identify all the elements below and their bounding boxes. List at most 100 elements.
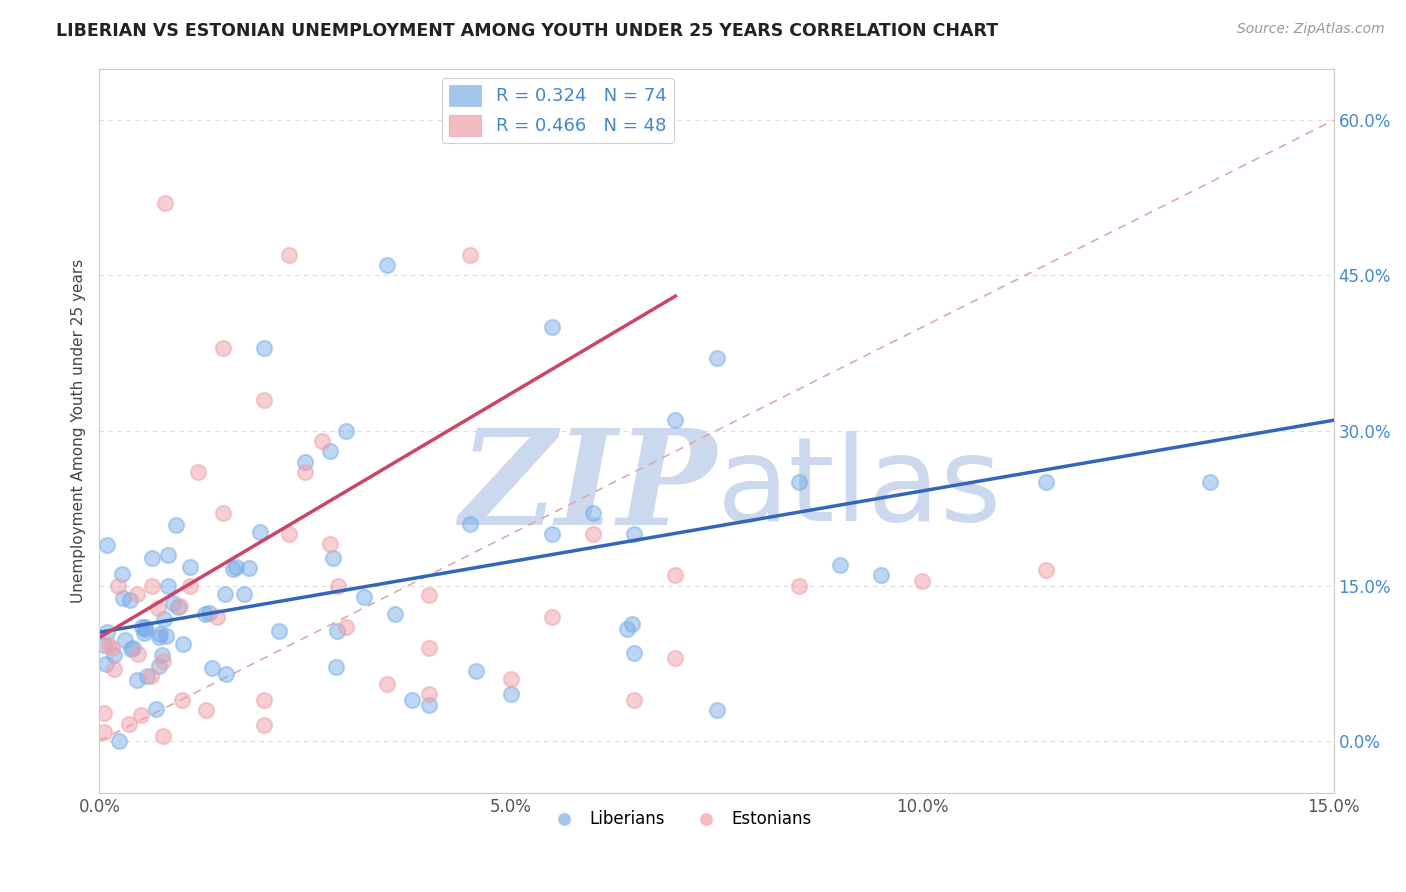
Point <box>194 607 217 622</box>
Point <box>828 558 851 572</box>
Point <box>125 587 148 601</box>
Point <box>541 527 564 541</box>
Point <box>335 620 357 634</box>
Point <box>141 551 163 566</box>
Point <box>103 662 125 676</box>
Point <box>249 524 271 539</box>
Text: ZIP: ZIP <box>460 424 717 553</box>
Point <box>111 567 134 582</box>
Point <box>253 692 276 706</box>
Point <box>127 647 149 661</box>
Point <box>582 506 605 520</box>
Point <box>325 660 347 674</box>
Point <box>156 579 179 593</box>
Point <box>499 687 522 701</box>
Point <box>233 587 256 601</box>
Point <box>129 708 152 723</box>
Point <box>277 527 299 541</box>
Legend: Liberians, Estonians: Liberians, Estonians <box>541 804 818 835</box>
Point <box>253 341 276 355</box>
Point <box>664 413 686 427</box>
Point <box>172 638 194 652</box>
Point <box>134 625 156 640</box>
Point <box>253 718 276 732</box>
Text: LIBERIAN VS ESTONIAN UNEMPLOYMENT AMONG YOUTH UNDER 25 YEARS CORRELATION CHART: LIBERIAN VS ESTONIAN UNEMPLOYMENT AMONG … <box>56 22 998 40</box>
Point <box>911 574 934 588</box>
Point <box>215 667 238 681</box>
Point <box>253 392 276 407</box>
Point <box>148 659 170 673</box>
Point <box>277 248 299 262</box>
Point <box>541 320 564 334</box>
Point <box>93 639 115 653</box>
Point <box>294 465 316 479</box>
Point <box>225 559 247 574</box>
Point <box>155 629 177 643</box>
Point <box>134 620 156 634</box>
Point <box>101 641 124 656</box>
Point <box>319 537 342 551</box>
Point <box>98 638 121 652</box>
Point <box>212 341 235 355</box>
Point <box>120 592 142 607</box>
Point <box>195 703 218 717</box>
Point <box>122 640 145 655</box>
Point <box>201 661 224 675</box>
Point <box>418 640 440 655</box>
Point <box>787 579 810 593</box>
Point <box>418 698 440 712</box>
Point <box>146 600 169 615</box>
Y-axis label: Unemployment Among Youth under 25 years: Unemployment Among Youth under 25 years <box>72 259 86 603</box>
Point <box>212 506 235 520</box>
Point <box>114 633 136 648</box>
Point <box>93 725 115 739</box>
Point <box>1199 475 1222 490</box>
Point <box>377 258 399 272</box>
Point <box>167 600 190 615</box>
Point <box>541 609 564 624</box>
Point <box>269 624 291 638</box>
Point <box>103 648 125 663</box>
Point <box>141 579 163 593</box>
Point <box>125 673 148 687</box>
Point <box>155 196 177 211</box>
Point <box>623 527 645 541</box>
Point <box>319 444 342 458</box>
Point <box>131 620 153 634</box>
Point <box>108 734 131 748</box>
Point <box>326 624 349 639</box>
Point <box>214 587 236 601</box>
Point <box>335 424 357 438</box>
Point <box>458 516 481 531</box>
Point <box>96 538 118 552</box>
Point <box>401 692 423 706</box>
Point <box>96 657 118 671</box>
Point <box>465 664 488 678</box>
Point <box>118 717 141 731</box>
Point <box>112 591 135 605</box>
Point <box>139 669 162 683</box>
Point <box>623 692 645 706</box>
Point <box>149 627 172 641</box>
Point <box>706 351 728 366</box>
Point <box>135 669 157 683</box>
Point <box>120 642 142 657</box>
Point <box>418 588 440 602</box>
Point <box>205 610 228 624</box>
Point <box>107 579 129 593</box>
Point <box>326 579 349 593</box>
Point <box>1035 475 1057 490</box>
Point <box>165 518 187 533</box>
Point <box>145 702 167 716</box>
Point <box>152 654 174 668</box>
Point <box>197 606 219 620</box>
Point <box>616 622 638 636</box>
Point <box>384 607 406 622</box>
Point <box>169 599 191 614</box>
Point <box>162 596 184 610</box>
Point <box>787 475 810 490</box>
Point <box>179 579 201 593</box>
Point <box>238 561 260 575</box>
Point <box>499 672 522 686</box>
Point <box>664 568 686 582</box>
